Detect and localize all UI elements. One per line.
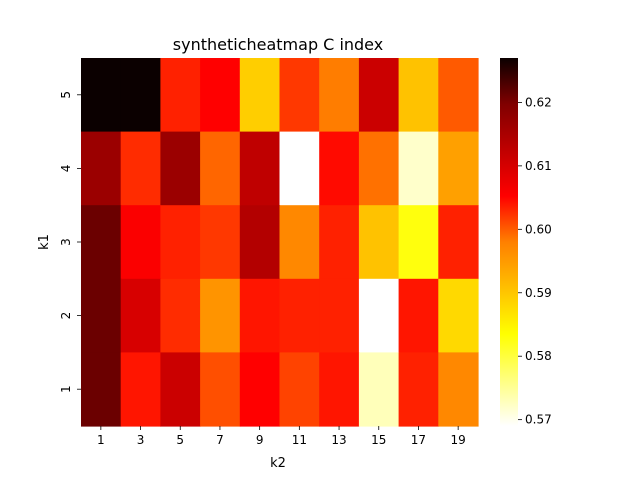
heatmap-cell — [358, 278, 400, 353]
x-axis-label: k2 — [270, 456, 286, 471]
heatmap-cell — [81, 131, 122, 206]
heatmap-cell — [239, 352, 281, 427]
colorbar-tick-label: 0.60 — [525, 222, 552, 236]
heatmap-cell — [398, 278, 439, 353]
colorbar-tick-label: 0.59 — [525, 286, 552, 300]
x-tick-label: 7 — [216, 433, 224, 447]
heatmap-cell — [319, 278, 360, 353]
heatmap-cell — [398, 131, 439, 206]
heatmap-cell — [239, 58, 281, 133]
x-tick-label: 17 — [411, 433, 426, 447]
heatmap-cell — [200, 278, 241, 353]
heatmap-cell — [279, 278, 320, 353]
x-tick-label: 9 — [256, 433, 264, 447]
heatmap-cell — [319, 205, 360, 280]
heatmap-cell — [279, 352, 320, 427]
colorbar-ticks: 0.57 0.58 0.59 0.60 0.61 0.62 — [518, 95, 552, 427]
heatmap-cell — [319, 58, 360, 133]
heatmap-cell — [358, 131, 400, 206]
x-tick-label: 13 — [331, 433, 346, 447]
colorbar-tick-label: 0.61 — [525, 159, 552, 173]
heatmap-cell — [120, 352, 161, 427]
heatmap-cell — [160, 131, 201, 206]
heatmap-cell — [239, 131, 281, 206]
heatmap-cell — [120, 205, 161, 280]
heatmap-cell — [81, 205, 122, 280]
heatmap-cell — [200, 205, 241, 280]
heatmap-cell — [319, 131, 360, 206]
heatmap-cell — [398, 352, 439, 427]
x-tick-label: 19 — [451, 433, 466, 447]
heatmap-cell — [200, 58, 241, 133]
heatmap-cell — [160, 58, 201, 133]
heatmap-cell — [438, 205, 479, 280]
heatmap-cell — [438, 58, 479, 133]
heatmap-cell — [200, 352, 241, 427]
heatmap-cell — [120, 58, 161, 133]
x-tick-label: 5 — [176, 433, 184, 447]
colorbar-tick-label: 0.62 — [525, 95, 552, 109]
chart-title: syntheticheatmap C index — [173, 35, 383, 54]
y-axis-label: k1 — [37, 234, 52, 250]
x-tick-labels: 1 3 5 7 9 11 13 15 17 19 — [97, 426, 466, 447]
heatmap-cell — [438, 278, 479, 353]
heatmap-cell — [358, 205, 400, 280]
heatmap-cell — [160, 205, 201, 280]
heatmap-cell — [239, 205, 281, 280]
heatmap-cell — [398, 58, 439, 133]
heatmap-cell — [398, 205, 439, 280]
heatmap-cell — [279, 58, 320, 133]
heatmap-cell — [160, 352, 201, 427]
heatmap-cell — [120, 278, 161, 353]
y-tick-label: 5 — [59, 91, 73, 99]
heatmap-cell — [120, 131, 161, 206]
x-tick-label: 11 — [292, 433, 307, 447]
y-tick-labels: 5 4 3 2 1 — [59, 91, 81, 393]
y-tick-label: 4 — [59, 165, 73, 173]
heatmap-cell — [279, 131, 320, 206]
heatmap-cell — [81, 278, 122, 353]
colorbar-tick-label: 0.57 — [525, 413, 552, 427]
heatmap-cell — [81, 352, 122, 427]
x-tick-label: 3 — [137, 433, 145, 447]
heatmap-cell — [279, 205, 320, 280]
y-tick-label: 3 — [59, 238, 73, 246]
heatmap-cell — [358, 352, 400, 427]
heatmap-cell — [81, 58, 122, 133]
y-tick-label: 1 — [59, 385, 73, 393]
heatmap-cell — [200, 131, 241, 206]
x-tick-label: 1 — [97, 433, 105, 447]
heatmap-cells — [81, 58, 479, 427]
x-tick-label: 15 — [371, 433, 386, 447]
heatmap-cell — [239, 278, 281, 353]
heatmap-cell — [438, 352, 479, 427]
colorbar — [500, 58, 518, 426]
heatmap-cell — [438, 131, 479, 206]
y-tick-label: 2 — [59, 312, 73, 320]
colorbar-tick-label: 0.58 — [525, 349, 552, 363]
heatmap-cell — [160, 278, 201, 353]
heatmap-cell — [358, 58, 400, 133]
heatmap-cell — [319, 352, 360, 427]
